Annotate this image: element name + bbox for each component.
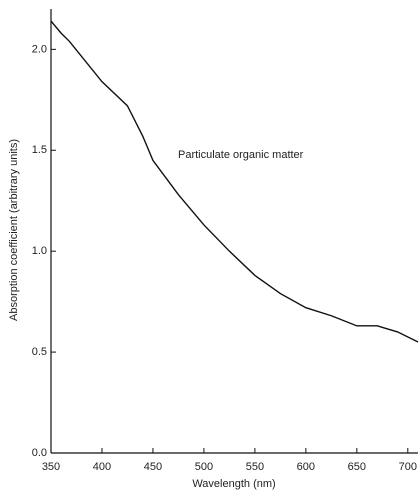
x-tick-label: 450 bbox=[144, 461, 162, 473]
y-tick-label: 0.0 bbox=[32, 447, 47, 459]
annotation: Particulate organic matter bbox=[178, 149, 304, 161]
y-tick-label: 2.0 bbox=[32, 43, 47, 55]
x-tick-label: 650 bbox=[348, 461, 366, 473]
y-tick-label: 0.5 bbox=[32, 346, 47, 358]
y-tick-label: 1.5 bbox=[32, 144, 47, 156]
y-axis-label: Absorption coefficient (arbitrary units) bbox=[8, 139, 20, 321]
x-tick-label: 350 bbox=[42, 461, 60, 473]
x-tick-label: 600 bbox=[297, 461, 315, 473]
y-tick-label: 1.0 bbox=[32, 245, 47, 257]
x-tick-label: 550 bbox=[246, 461, 264, 473]
data-line bbox=[50, 20, 419, 343]
x-tick-label: 500 bbox=[195, 461, 213, 473]
x-axis-label: Wavelength (nm) bbox=[192, 478, 275, 490]
x-tick-label: 400 bbox=[93, 461, 111, 473]
x-tick-label: 700 bbox=[399, 461, 417, 473]
